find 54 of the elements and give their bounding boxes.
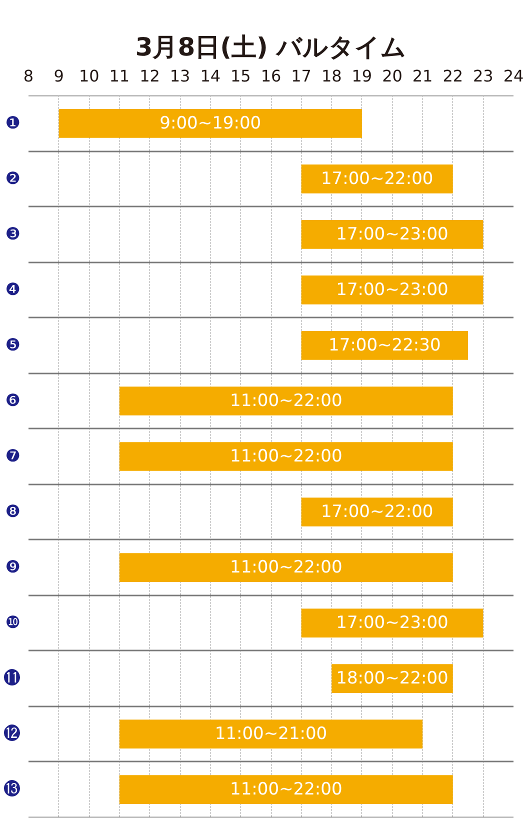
y-tick-label: ⓫ [4, 668, 20, 689]
x-tick-label: 16 [260, 66, 282, 86]
chart-title: 3月8日(土) バルタイム [135, 32, 407, 62]
data-label: 17:00~22:00 [320, 502, 434, 522]
data-label: 11:00~22:00 [230, 780, 342, 800]
bar [58, 109, 362, 138]
bar [301, 220, 484, 249]
data-label: 11:00~21:00 [214, 724, 328, 744]
y-tick-label: ❽ [5, 502, 21, 522]
x-tick-label: 23 [473, 66, 494, 86]
x-tick-label: 8 [23, 66, 34, 86]
data-label: 17:00~23:00 [336, 613, 448, 634]
x-tick-label: 13 [170, 66, 190, 86]
x-tick-label: 22 [442, 66, 464, 86]
data-label: 11:00~22:00 [230, 558, 342, 578]
data-label: 11:00~22:00 [230, 446, 342, 466]
x-tick-label: 17 [291, 66, 312, 86]
x-tick-label: 14 [200, 66, 221, 86]
y-tick-label: ❹ [5, 280, 21, 300]
y-tick-label: ❺ [5, 335, 21, 356]
x-tick-label: 12 [140, 66, 160, 86]
y-tick-label: ❸ [5, 224, 21, 244]
data-label: 17:00~23:00 [336, 280, 448, 300]
bar [119, 720, 423, 748]
x-tick-label: 20 [382, 66, 402, 86]
y-tick-label: ❾ [5, 558, 21, 578]
data-label: 11:00~22:00 [230, 390, 342, 411]
x-tick-label: 21 [412, 66, 433, 86]
bar [119, 442, 453, 471]
x-tick-label: 19 [352, 66, 372, 86]
data-label: 18:00~22:00 [336, 668, 448, 689]
x-tick-label: 18 [321, 66, 342, 86]
bar [301, 331, 468, 360]
x-tick-label: 11 [109, 66, 130, 86]
data-label: 9:00~19:00 [160, 113, 262, 134]
data-label: 17:00~22:30 [328, 335, 441, 356]
data-label: 17:00~23:00 [336, 224, 448, 244]
y-tick-label: ❼ [5, 446, 21, 466]
x-tick-label: 10 [78, 66, 100, 86]
y-tick-label: ❶ [5, 113, 21, 134]
x-tick-label: 9 [54, 66, 64, 86]
x-tick-label: 15 [230, 66, 251, 86]
y-tick-label: ⓭ [4, 780, 20, 800]
x-tick-label: 24 [503, 66, 524, 86]
y-tick-label: ❷ [5, 168, 21, 189]
y-tick-label: ⓬ [4, 724, 20, 744]
bar [119, 386, 453, 416]
bar [119, 775, 453, 804]
y-tick-label: ❿ [5, 613, 21, 634]
y-tick-label: ❻ [5, 390, 21, 411]
bar [119, 553, 453, 582]
bar [301, 276, 484, 304]
bar [301, 608, 484, 638]
data-label: 17:00~22:00 [320, 168, 434, 189]
